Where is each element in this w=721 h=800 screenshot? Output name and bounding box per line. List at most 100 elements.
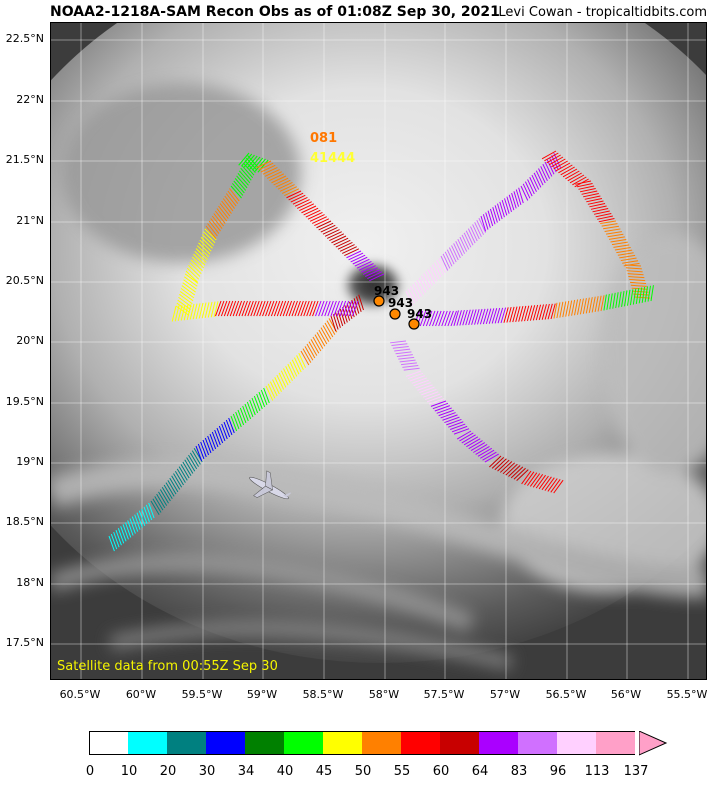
wind-barb: [470, 442, 486, 452]
wind-barb: [207, 301, 213, 318]
wind-barb: [218, 205, 229, 219]
wind-barb: [650, 285, 654, 302]
wind-barb: [303, 207, 319, 216]
wind-barb: [351, 299, 358, 316]
center-fix-marker: [389, 308, 401, 320]
wind-barb: [516, 469, 529, 481]
colorbar-segment: [167, 731, 206, 755]
wind-barb: [399, 359, 416, 363]
wind-barb: [468, 309, 474, 326]
wind-barb: [195, 248, 208, 260]
wind-barb: [315, 300, 322, 317]
latitude-tick-label: 17.5°N: [5, 636, 44, 649]
wind-barb: [188, 454, 198, 470]
wind-barb: [263, 387, 270, 404]
wind-barb: [318, 222, 334, 231]
colorbar-segment: [401, 731, 440, 755]
wind-barb: [342, 300, 350, 317]
wind-barb: [244, 160, 256, 173]
wind-barb: [403, 367, 420, 371]
wind-barb: [225, 193, 237, 207]
wind-barb: [316, 332, 326, 347]
wind-barb: [541, 304, 547, 320]
wind-barb: [513, 467, 526, 480]
wind-barb: [635, 288, 640, 305]
map-title: NOAA2-1218A-SAM Recon Obs as of 01:08Z S…: [50, 4, 500, 20]
wind-barb: [201, 234, 215, 246]
wind-barb: [198, 242, 211, 255]
wind-barb: [548, 156, 564, 166]
wind-barb: [219, 203, 231, 217]
wind-barb: [285, 366, 293, 382]
wind-barb: [318, 329, 328, 345]
flight-label-aircraft: 41444: [310, 151, 356, 166]
colorbar-tick-label: 137: [623, 764, 649, 779]
wind-barb: [214, 210, 226, 224]
wind-barb: [466, 438, 481, 448]
wind-barb: [223, 421, 231, 438]
wind-barb: [110, 533, 118, 550]
wind-barb: [432, 402, 449, 410]
wind-barb: [524, 305, 530, 322]
wind-barb: [189, 452, 199, 467]
wind-barb: [463, 436, 479, 446]
wind-barb: [173, 473, 183, 488]
wind-barb: [480, 215, 487, 232]
wind-barb: [171, 305, 177, 322]
wind-barb: [335, 312, 341, 328]
wind-barb: [453, 310, 459, 326]
longitude-tick-label: 57.5°W: [423, 688, 465, 701]
wind-barb: [508, 194, 515, 211]
wind-barb: [348, 300, 356, 317]
pressure-ob-label: 943: [407, 307, 433, 321]
wind-barb: [625, 264, 642, 267]
wind-barb: [297, 300, 304, 317]
wind-barb: [409, 286, 418, 302]
wind-barb: [285, 300, 293, 317]
wind-barb: [181, 285, 196, 296]
wind-barb: [451, 245, 459, 261]
wind-barb: [229, 188, 240, 202]
wind-barb: [511, 192, 517, 209]
wind-barb: [392, 345, 409, 349]
wind-barb: [526, 305, 533, 322]
wind-barb: [156, 493, 166, 509]
wind-barb: [484, 453, 499, 463]
flight-label-mission: 081: [310, 131, 338, 146]
wind-barb: [425, 393, 441, 400]
wind-barb: [415, 382, 431, 389]
wind-barb: [178, 296, 192, 308]
wind-barb: [145, 504, 153, 521]
wind-barb: [267, 383, 276, 399]
colorbar-segment: [440, 731, 479, 755]
wind-barb: [238, 300, 245, 317]
wind-barb: [209, 433, 217, 450]
wind-barb: [587, 200, 604, 205]
colorbar-tick-label: 40: [276, 764, 294, 779]
wind-barb: [553, 160, 568, 170]
wind-barb: [433, 262, 442, 278]
wind-barb: [550, 303, 556, 320]
wind-barb: [398, 356, 415, 360]
wind-barb: [473, 444, 488, 453]
wind-barb: [482, 214, 489, 230]
wind-barb: [459, 236, 468, 252]
wind-barb: [200, 441, 207, 458]
wind-barb: [213, 213, 225, 227]
satellite-map: [50, 22, 707, 680]
wind-barb: [336, 300, 344, 317]
wind-barb: [601, 223, 618, 227]
wind-barb: [191, 256, 205, 269]
wind-barb: [289, 361, 298, 377]
wind-barb: [113, 531, 120, 548]
wind-barb: [253, 395, 261, 412]
wind-barb: [179, 291, 194, 302]
colorbar-tick-label: 83: [510, 764, 528, 779]
wind-barb: [553, 479, 564, 494]
wind-barb: [243, 154, 255, 168]
wind-barb: [455, 241, 463, 256]
wind-barb: [620, 257, 637, 262]
wind-barb: [416, 279, 425, 295]
wind-barb: [201, 302, 207, 319]
wind-barb: [108, 535, 115, 552]
